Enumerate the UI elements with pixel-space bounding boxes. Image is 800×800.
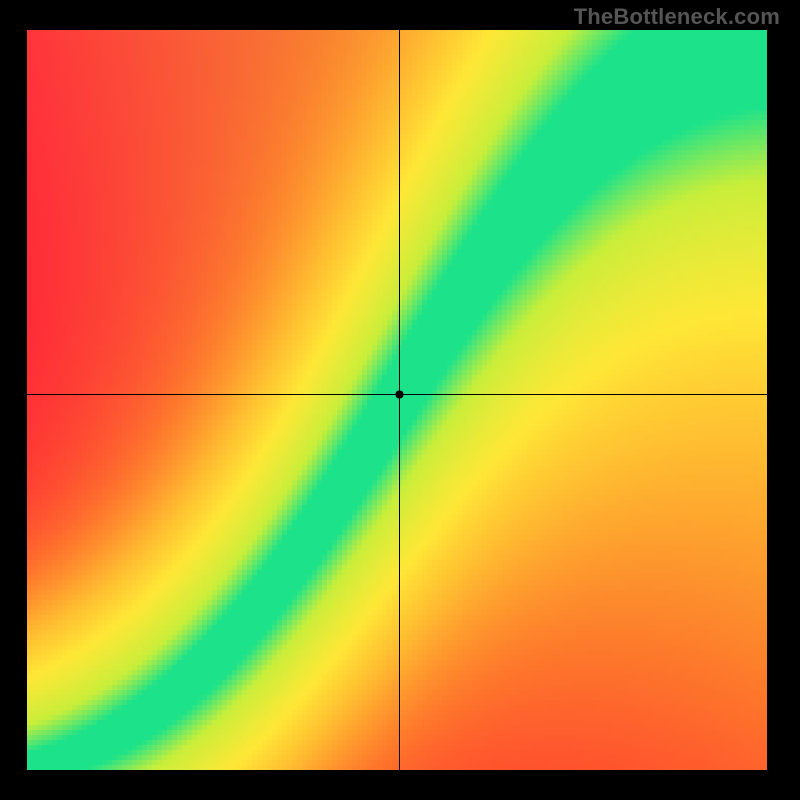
watermark-text: TheBottleneck.com bbox=[574, 4, 780, 30]
chart-frame: TheBottleneck.com bbox=[0, 0, 800, 800]
heatmap-plot bbox=[27, 30, 767, 770]
heatmap-canvas bbox=[27, 30, 767, 770]
